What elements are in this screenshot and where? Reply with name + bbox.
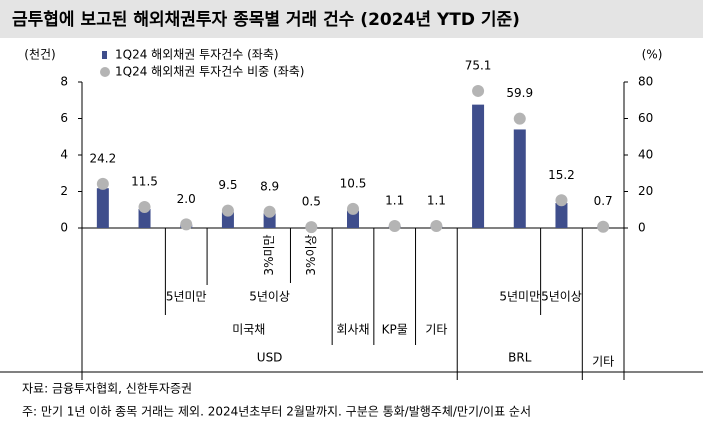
note: 주: 만기 1년 이하 종목 거래는 제외. 2024년초부터 2월말까지. 구…: [22, 404, 531, 419]
group-label: 5년이상: [249, 290, 290, 304]
group-label: 기타: [592, 355, 614, 369]
dot: [347, 202, 359, 215]
data-label: 75.1: [465, 58, 492, 72]
group-label: 5년미만: [166, 290, 207, 304]
y2-tick-label: 60: [638, 111, 653, 125]
group-label: 5년이상: [541, 290, 582, 304]
y-tick-label: 0: [60, 221, 68, 235]
group-label: 미국채: [232, 323, 265, 337]
group-label: 회사채: [336, 323, 369, 337]
group-label: 기타: [425, 323, 447, 337]
data-label: 0.7: [594, 194, 613, 208]
dot: [555, 194, 568, 207]
y-tick-label: 8: [60, 75, 68, 89]
legend-swatch: [102, 51, 107, 59]
y-tick-label: 6: [60, 111, 68, 125]
y2-axis-label: (%): [642, 48, 663, 62]
dot: [472, 84, 485, 97]
data-label: 9.5: [218, 178, 237, 192]
bar: [513, 129, 526, 228]
bar: [555, 202, 568, 228]
dot: [263, 205, 276, 218]
group-label: 5년미만: [499, 290, 540, 304]
bar: [472, 104, 485, 228]
bar: [96, 188, 109, 228]
y2-tick-label: 80: [638, 75, 653, 89]
data-label: 15.2: [548, 168, 575, 182]
bar: [347, 210, 359, 228]
data-label: 1.1: [385, 193, 404, 207]
group-label: 3%이상: [304, 234, 318, 275]
dot: [221, 204, 234, 217]
group-label: USD: [257, 351, 283, 365]
data-label: 10.5: [340, 176, 367, 190]
group-label: BRL: [508, 351, 532, 365]
title-bar: [0, 0, 703, 38]
data-label: 8.9: [260, 179, 279, 193]
dot: [305, 221, 318, 234]
legend-label: 1Q24 해외채권 투자건수 비중 (좌축): [115, 65, 304, 79]
group-label: KP물: [382, 323, 408, 337]
legend-swatch: [100, 67, 110, 77]
y2-tick-label: 40: [638, 148, 653, 162]
legend-label: 1Q24 해외채권 투자건수 (좌축): [115, 48, 279, 62]
y2-tick-label: 20: [638, 184, 653, 198]
y2-tick-label: 0: [638, 221, 646, 235]
dot: [430, 219, 443, 232]
group-label: 3%미만: [262, 234, 276, 275]
bar: [138, 209, 151, 228]
data-label: 1.1: [427, 193, 446, 207]
dot: [513, 112, 526, 125]
data-label: 2.0: [177, 192, 196, 206]
y-axis-label: (천건): [24, 47, 55, 62]
y-tick-label: 4: [60, 148, 68, 162]
chart-title: 금투협에 보고된 해외채권투자 종목별 거래 건수 (2024년 YTD 기준): [12, 9, 520, 30]
dot: [180, 218, 193, 231]
dot: [597, 220, 610, 233]
bar: [221, 212, 234, 228]
dot: [96, 177, 109, 190]
dot: [388, 219, 401, 232]
data-label: 24.2: [89, 151, 116, 165]
data-label: 11.5: [131, 175, 158, 189]
y-tick-label: 2: [60, 184, 68, 198]
data-label: 0.5: [302, 195, 321, 209]
bar: [263, 213, 276, 228]
data-label: 59.9: [506, 86, 533, 100]
dot: [138, 201, 151, 214]
source: 자료: 금융투자협회, 신한투자증권: [22, 382, 192, 396]
